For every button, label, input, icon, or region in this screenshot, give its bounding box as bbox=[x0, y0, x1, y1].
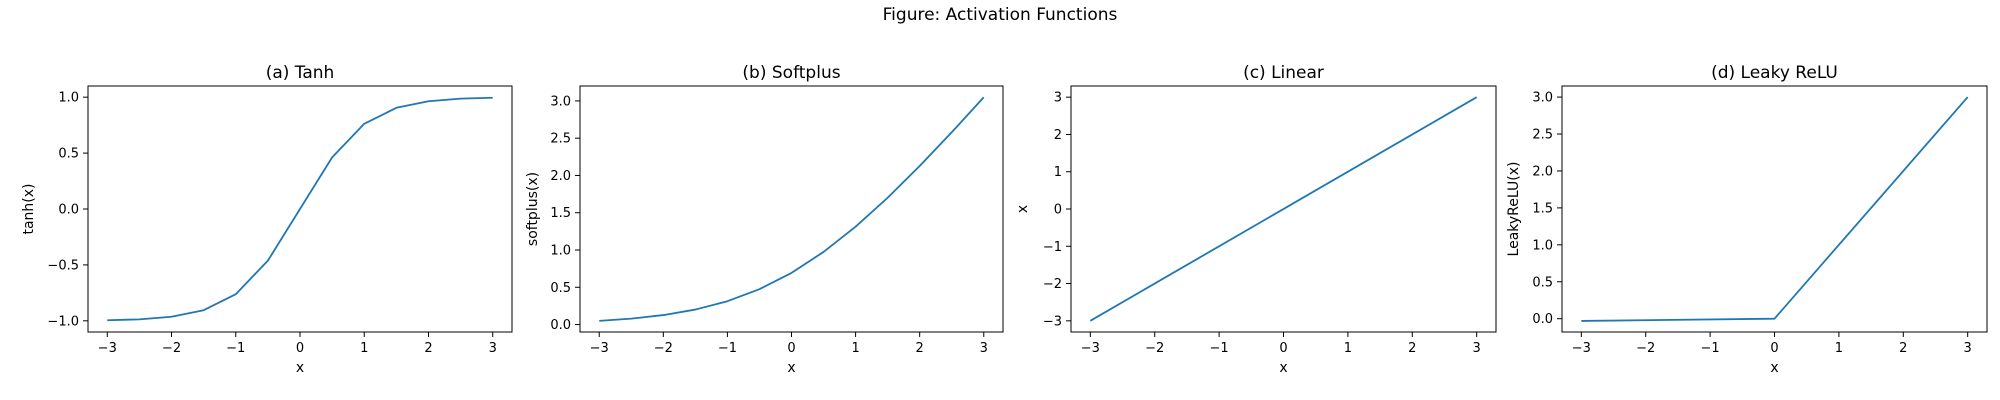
series-line-tanh bbox=[107, 96, 493, 322]
x-axis-label: x bbox=[296, 360, 304, 376]
y-tick-label: 0.5 bbox=[58, 147, 79, 162]
subplot-tanh: (a) Tanh −3 −2 −1 0 1 2 3 −1.0 −0.5 0.0 0.5 1.0 x tanh… bbox=[21, 63, 513, 376]
y-tick-label: 2.5 bbox=[550, 132, 571, 147]
x-tick-label: 1 bbox=[1344, 341, 1352, 356]
y-tick-label: 3.0 bbox=[550, 94, 571, 109]
figure-title: Figure: Activation Functions bbox=[883, 5, 1118, 25]
subplot-title: (a) Tanh bbox=[266, 63, 335, 83]
y-tick-label: 0.5 bbox=[550, 281, 571, 296]
y-tick-label: 1 bbox=[1054, 165, 1062, 180]
y-tick-label: 2.0 bbox=[550, 169, 571, 184]
x-tick-label: −2 bbox=[162, 341, 181, 356]
subplot-title: (d) Leaky ReLU bbox=[1711, 63, 1838, 83]
x-tick-label: −3 bbox=[98, 341, 117, 356]
x-tick-label: 1 bbox=[1835, 341, 1843, 356]
x-tick-label: 2 bbox=[424, 341, 432, 356]
x-tick-label: 0 bbox=[787, 341, 795, 356]
y-tick-label: 1.0 bbox=[58, 91, 79, 106]
x-tick-label: 3 bbox=[980, 341, 988, 356]
x-tick-label: −3 bbox=[1081, 341, 1100, 356]
plot-frame bbox=[579, 85, 1004, 333]
y-axis-label: tanh(x) bbox=[21, 183, 37, 234]
y-tick-label: 1.0 bbox=[1532, 238, 1553, 253]
y-tick-label: 2.0 bbox=[1532, 164, 1553, 179]
y-axis-label: softplus(x) bbox=[525, 172, 541, 246]
x-tick-label: −2 bbox=[1636, 341, 1655, 356]
y-tick-label: 3.0 bbox=[1532, 91, 1553, 106]
x-tick-label: 0 bbox=[1279, 341, 1287, 356]
x-tick-label: 1 bbox=[360, 341, 368, 356]
y-axis-label: LeakyReLU(x) bbox=[1506, 162, 1522, 257]
y-tick-label: −1 bbox=[1043, 240, 1062, 255]
x-tick-label: −2 bbox=[1145, 341, 1164, 356]
x-tick-label: 2 bbox=[1408, 341, 1416, 356]
y-tick-label: 3 bbox=[1054, 91, 1062, 106]
y-tick-label: −1.0 bbox=[47, 314, 79, 329]
x-tick-label: 2 bbox=[1899, 341, 1907, 356]
x-axis-label: x bbox=[1770, 360, 1778, 376]
x-tick-label: 3 bbox=[1473, 341, 1481, 356]
subplot-title: (b) Softplus bbox=[742, 63, 840, 83]
y-tick-label: 2 bbox=[1054, 128, 1062, 143]
y-tick-label: 0 bbox=[1054, 203, 1062, 218]
y-tick-label: 2.5 bbox=[1532, 128, 1553, 143]
x-tick-label: 3 bbox=[1964, 341, 1972, 356]
y-tick-label: 1.5 bbox=[550, 206, 571, 221]
x-tick-label: −3 bbox=[590, 341, 609, 356]
plot-frame bbox=[1561, 85, 1988, 333]
x-tick-label: −1 bbox=[718, 341, 737, 356]
x-tick-label: −1 bbox=[226, 341, 245, 356]
y-tick-label: 0.0 bbox=[1532, 312, 1553, 327]
y-tick-label: −0.5 bbox=[47, 258, 79, 273]
y-tick-label: −2 bbox=[1043, 277, 1062, 292]
y-tick-label: 0.0 bbox=[550, 318, 571, 333]
x-tick-label: −1 bbox=[1210, 341, 1229, 356]
y-tick-label: 0.5 bbox=[1532, 275, 1553, 290]
x-tick-label: −1 bbox=[1701, 341, 1720, 356]
series-line-linear bbox=[1089, 96, 1478, 322]
x-tick-label: 1 bbox=[851, 341, 859, 356]
x-tick-label: 0 bbox=[296, 341, 304, 356]
y-tick-label: 1.5 bbox=[1532, 201, 1553, 216]
x-tick-label: −2 bbox=[654, 341, 673, 356]
subplot-leaky_relu: (d) Leaky ReLU −3 −2 −1 0 1 2 3 0.0 0.5 1.0 1.5 2.0 2… bbox=[1506, 63, 1988, 376]
subplot-title: (c) Linear bbox=[1243, 63, 1324, 83]
y-tick-label: 1.0 bbox=[550, 244, 571, 259]
x-tick-label: 2 bbox=[916, 341, 924, 356]
series-line-softplus bbox=[599, 96, 985, 322]
x-axis-label: x bbox=[1279, 360, 1287, 376]
x-axis-label: x bbox=[787, 360, 795, 376]
subplot-linear: (c) Linear −3 −2 −1 0 1 2 3 −3 −2 −1 0 1 2 3 x x bbox=[1015, 63, 1497, 376]
x-tick-label: 0 bbox=[1770, 341, 1778, 356]
y-axis-label: x bbox=[1015, 205, 1031, 213]
x-tick-label: 3 bbox=[489, 341, 497, 356]
subplot-softplus: (b) Softplus −3 −2 −1 0 1 2 3 0.0 0.5 1.0 1.5 2.0 2.5… bbox=[525, 63, 1004, 376]
x-tick-label: −3 bbox=[1572, 341, 1591, 356]
y-tick-label: 0.0 bbox=[58, 203, 79, 218]
y-tick-label: −3 bbox=[1043, 314, 1062, 329]
series-line-leaky_relu bbox=[1581, 96, 1969, 322]
